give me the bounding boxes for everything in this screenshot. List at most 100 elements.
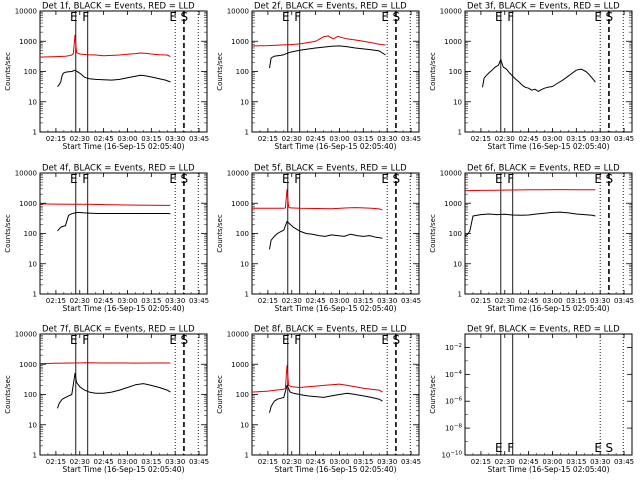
marker-s: S	[393, 10, 401, 24]
panel-title: Det 3f, BLACK = Events, RED = LLD	[467, 2, 620, 12]
y-tick-label: 1000	[19, 38, 37, 46]
y-tick-label: 10	[28, 260, 37, 268]
marker-e: E	[169, 333, 177, 347]
marker-f: F	[82, 333, 89, 347]
panel-det-4: Det 4f, BLACK = Events, RED = LLD 02:15 02…	[4, 164, 209, 314]
x-tick-label: 03:15	[566, 458, 586, 466]
y-tick-label: 10	[240, 421, 249, 429]
x-tick-label: 03:30	[377, 458, 397, 466]
x-tick-label: 02:30	[70, 135, 90, 143]
x-tick-label: 02:45	[519, 458, 539, 466]
lld-series-line	[39, 34, 171, 58]
x-axis-label: Start Time (16-Sep-15 02:05:40)	[275, 465, 397, 474]
panel-title: Det 5f, BLACK = Events, RED = LLD	[254, 164, 407, 174]
marker-f: F	[507, 10, 514, 24]
x-tick-label: 03:15	[353, 458, 373, 466]
marker-f: F	[82, 10, 89, 24]
y-tick-label: 10	[28, 421, 37, 429]
y-tick-label: 100	[236, 230, 249, 238]
y-axis-label: Counts/sec	[4, 375, 12, 414]
marker-s: S	[181, 172, 189, 186]
y-tick-label: 10000	[440, 170, 462, 178]
x-tick-label: 03:00	[542, 297, 562, 305]
panel-title: Det 6f, BLACK = Events, RED = LLD	[467, 164, 620, 174]
y-tick-label: 10000	[227, 8, 249, 16]
panel-title: Det 9f, BLACK = Events, RED = LLD	[467, 325, 620, 335]
panel-title: Det 7f, BLACK = Events, RED = LLD	[42, 325, 195, 335]
marker-e: E	[594, 441, 602, 455]
y-axis-label: Counts/sec	[4, 52, 12, 91]
events-series-line	[269, 384, 383, 413]
y-axis-label: Counts/sec	[216, 214, 224, 253]
x-tick-label: 03:30	[590, 135, 610, 143]
x-tick-label: 03:30	[377, 297, 397, 305]
x-tick-label: 03:00	[117, 297, 137, 305]
x-axis-label: Start Time (16-Sep-15 02:05:40)	[63, 304, 185, 313]
x-tick-label: 03:00	[117, 135, 137, 143]
x-tick-label: 02:45	[94, 135, 114, 143]
y-tick-label: 100	[449, 68, 462, 76]
x-tick-label: 03:30	[165, 135, 185, 143]
y-tick-label: 10000	[15, 331, 37, 339]
y-tick-label: 10	[28, 98, 37, 106]
y-tick-label: 10−10	[441, 451, 462, 460]
x-tick-label: 03:00	[542, 135, 562, 143]
x-axis-label: Start Time (16-Sep-15 02:05:40)	[275, 142, 397, 151]
marker-s: S	[606, 10, 614, 24]
x-axis-label: Start Time (16-Sep-15 02:05:40)	[63, 142, 185, 151]
x-axis-label: Start Time (16-Sep-15 02:05:40)	[488, 142, 610, 151]
marker-e: E	[169, 10, 177, 24]
marker-f: F	[82, 172, 89, 186]
y-tick-label: 10000	[15, 8, 37, 16]
x-tick-label: 02:30	[495, 458, 515, 466]
x-tick-label: 03:30	[590, 458, 610, 466]
y-tick-label: 10−4	[445, 370, 463, 379]
marker-s: S	[606, 172, 614, 186]
x-tick-label: 02:45	[306, 135, 326, 143]
x-tick-label: 02:45	[306, 458, 326, 466]
x-axis-label: Start Time (16-Sep-15 02:05:40)	[488, 465, 610, 474]
marker-e: E	[282, 172, 290, 186]
marker-e: E	[282, 10, 290, 24]
y-tick-label: 10−8	[445, 424, 463, 433]
panel-title: Det 4f, BLACK = Events, RED = LLD	[42, 164, 195, 174]
y-tick-label: 100	[24, 230, 37, 238]
y-tick-label: 1	[245, 129, 249, 137]
x-tick-label: 03:00	[117, 458, 137, 466]
y-tick-label: 100	[449, 230, 462, 238]
x-tick-label: 03:00	[329, 458, 349, 466]
panel-det-6: Det 6f, BLACK = Events, RED = LLD 02:15 02…	[429, 164, 634, 314]
plot-frame	[251, 333, 420, 456]
x-tick-label: 03:00	[329, 297, 349, 305]
marker-e: E	[282, 333, 290, 347]
x-tick-label: 02:30	[495, 297, 515, 305]
x-tick-label: 02:15	[471, 458, 491, 466]
plot-frame	[251, 10, 420, 133]
marker-e: E	[381, 333, 389, 347]
y-tick-label: 10	[240, 260, 249, 268]
panel-det-2: Det 2f, BLACK = Events, RED = LLD 02:15 02…	[216, 2, 421, 152]
x-tick-label: 03:45	[614, 297, 634, 305]
lld-series-line	[251, 35, 386, 47]
x-tick-label: 03:45	[401, 458, 421, 466]
y-axis-label: Counts/sec	[216, 375, 224, 414]
marker-e: E	[594, 172, 602, 186]
y-tick-label: 1000	[231, 361, 249, 369]
x-tick-label: 03:15	[141, 135, 161, 143]
x-tick-label: 02:45	[519, 135, 539, 143]
panel-det-7: Det 7f, BLACK = Events, RED = LLD 02:15 02…	[4, 325, 209, 475]
marker-s: S	[181, 10, 189, 24]
x-tick-label: 03:15	[353, 297, 373, 305]
y-axis-label: Counts/sec	[429, 214, 437, 253]
marker-e: E	[381, 172, 389, 186]
y-tick-label: 1	[245, 291, 249, 299]
events-series-line	[57, 69, 171, 87]
x-tick-label: 03:30	[377, 135, 397, 143]
x-tick-label: 03:30	[590, 297, 610, 305]
x-tick-label: 02:45	[306, 297, 326, 305]
y-tick-label: 1	[33, 291, 37, 299]
y-tick-label: 1000	[444, 200, 462, 208]
lld-series-line	[252, 189, 383, 211]
marker-f: F	[294, 10, 301, 24]
x-tick-label: 03:30	[165, 297, 185, 305]
